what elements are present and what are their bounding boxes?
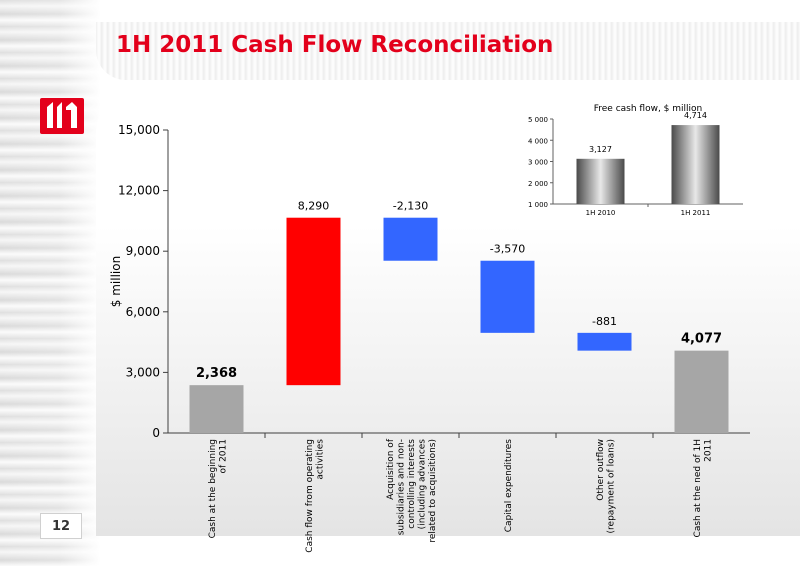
data-label-3: -2,130: [393, 200, 428, 213]
bar-3: [383, 217, 438, 261]
inset-data-label-2: 4,714: [684, 111, 707, 120]
bar-5: [577, 332, 632, 351]
decorative-stripes: [0, 0, 100, 566]
category-label-line: Cash flow from operating: [305, 439, 315, 553]
y-tick-label: 0: [152, 426, 160, 440]
inset-y-tick-label: 1 000: [528, 201, 548, 209]
category-label-line: Capital expenditures: [504, 439, 514, 533]
bar-1: [189, 385, 244, 433]
title-band: [96, 22, 800, 80]
y-tick-label: 3,000: [126, 365, 160, 379]
y-tick-label: 9,000: [126, 244, 160, 258]
category-label-line: activities: [315, 439, 325, 480]
category-label-line: Cash at the ned of 1H: [693, 439, 703, 537]
category-label-line: of 2011: [218, 439, 228, 473]
inset-y-tick-label: 4 000: [528, 137, 548, 145]
inset-chart-background: [520, 100, 768, 230]
y-axis-label: $ million: [109, 256, 123, 307]
data-label-1: 2,368: [196, 366, 237, 381]
inset-y-tick-label: 2 000: [528, 180, 548, 188]
data-label-2: 8,290: [298, 200, 330, 213]
y-tick-label: 12,000: [118, 184, 160, 198]
category-label-line: subsidiaries and non-: [397, 439, 407, 535]
category-label-2: Cash flow from operating activities: [305, 439, 326, 553]
inset-data-label-1: 3,127: [589, 145, 612, 154]
category-label-line: Acquisition of: [386, 438, 396, 500]
inset-category-label-2: 1H 2011: [681, 209, 711, 217]
logo-mark: [47, 102, 77, 128]
category-label-line: Other outflow: [596, 439, 606, 501]
inset-bar-1: [576, 158, 625, 204]
bar-6: [674, 350, 729, 433]
slide-title: 1H 2011 Cash Flow Reconciliation: [116, 32, 554, 58]
inset-category-label-1: 1H 2010: [586, 209, 616, 217]
data-label-4: -3,570: [490, 243, 525, 256]
data-label-6: 4,077: [681, 332, 722, 347]
category-label-6: Cash at the ned of 1H 2011: [693, 439, 714, 537]
category-label-line: (including advances: [418, 439, 428, 530]
inset-y-tick-label: 5 000: [528, 116, 548, 124]
data-label-5: -881: [592, 315, 617, 328]
category-label-line: related to acquisitions): [428, 439, 438, 543]
inset-y-tick-label: 3 000: [528, 159, 548, 167]
category-label-3: Acquisition of subsidiaries and non-contr…: [386, 438, 438, 542]
category-label-line: Cash at the beginning: [208, 439, 218, 538]
company-logo: [40, 98, 84, 134]
bar-4: [480, 260, 535, 333]
category-label-5: Other outflow (repayment of loans): [596, 439, 617, 533]
bar-2: [286, 217, 341, 386]
y-tick-label: 15,000: [118, 123, 160, 137]
category-label-line: (repayment of loans): [606, 439, 616, 533]
inset-bar-2: [671, 125, 720, 204]
category-label-line: controlling interests: [407, 439, 417, 529]
category-label-1: Cash at the beginning of 2011: [208, 439, 229, 538]
category-label-line: 2011: [703, 439, 713, 462]
page-number: 12: [40, 513, 82, 539]
inset-chart-title: Free cash flow, $ million: [594, 104, 703, 114]
category-label-4: Capital expenditures: [504, 439, 514, 533]
y-tick-label: 6,000: [126, 305, 160, 319]
